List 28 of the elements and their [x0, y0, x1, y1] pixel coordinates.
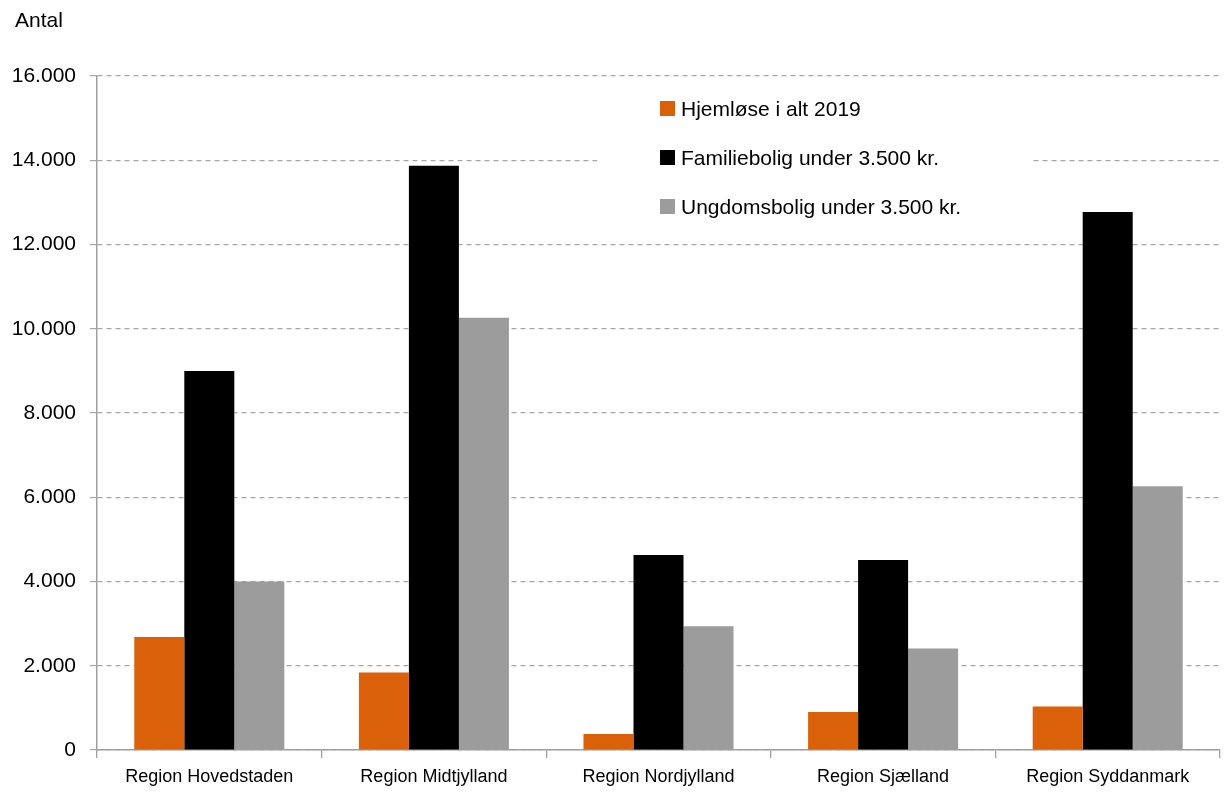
y-tick-label: 16.000 [11, 62, 76, 86]
x-tick-label: Region Hovedstaden [125, 765, 294, 786]
x-tick-label: Region Midtjylland [360, 765, 508, 786]
x-tick-label: Region Syddanmark [1026, 765, 1191, 786]
bar [408, 165, 459, 750]
bar [184, 370, 235, 750]
y-tick-label: 0 [64, 736, 76, 760]
bar [1032, 706, 1083, 750]
bar [134, 637, 185, 750]
bar [633, 554, 684, 750]
bar [808, 712, 859, 750]
bar [858, 560, 909, 750]
y-tick-label: 2.000 [23, 652, 76, 676]
legend-label: Hjemløse i alt 2019 [681, 96, 861, 121]
bar [358, 672, 409, 750]
legend-label: Familiebolig under 3.500 kr. [681, 145, 939, 170]
y-axis-title: Antal [15, 8, 63, 32]
bar [1082, 212, 1133, 750]
y-tick-label: 8.000 [23, 399, 76, 423]
y-tick-label: 4.000 [23, 568, 76, 592]
x-tick-label: Region Sjælland [817, 765, 950, 786]
y-tick-label: 12.000 [11, 231, 76, 255]
y-tick-label: 14.000 [11, 147, 76, 171]
x-tick-label: Region Nordjylland [582, 765, 735, 786]
legend-label: Ungdomsbolig under 3.500 kr. [681, 194, 962, 219]
y-tick-label: 6.000 [23, 484, 76, 508]
bar [583, 733, 634, 750]
y-tick-label: 10.000 [11, 315, 76, 339]
